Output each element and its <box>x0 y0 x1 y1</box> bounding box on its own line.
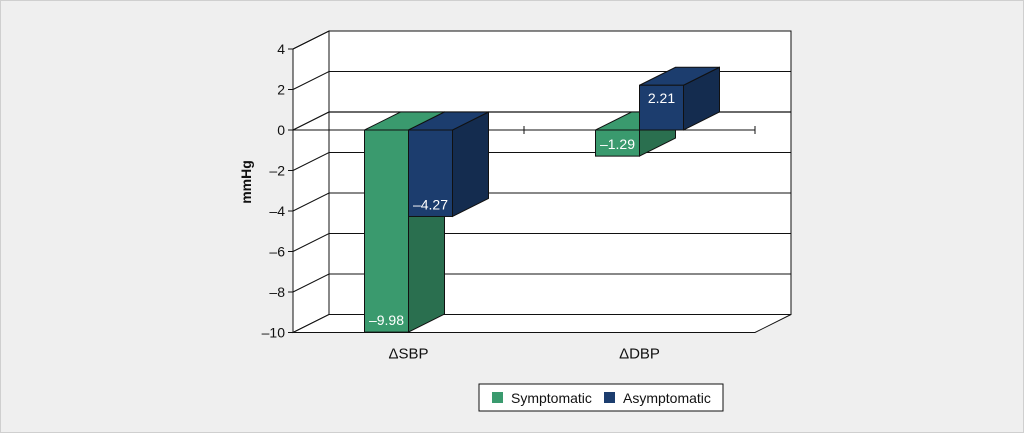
y-axis-label: mmHg <box>238 160 254 204</box>
bar-asymptomatic-0: –4.27 <box>408 111 489 218</box>
legend-label-symptomatic: Symptomatic <box>511 390 592 406</box>
y-tick-label: 2 <box>277 82 285 98</box>
side-wall <box>292 30 330 334</box>
legend-swatch-asymptomatic <box>604 392 615 403</box>
legend: Symptomatic Asymptomatic <box>478 383 724 412</box>
gridline <box>292 192 791 212</box>
y-tick-label: –10 <box>262 325 286 341</box>
data-label: –9.98 <box>369 312 404 328</box>
bar-front-face <box>408 129 453 217</box>
gridline <box>292 30 791 50</box>
data-label: 2.21 <box>648 90 675 106</box>
legend-swatch-symptomatic <box>492 392 503 403</box>
y-tick-label: –4 <box>269 203 285 219</box>
data-label: –1.29 <box>600 136 635 152</box>
y-tick-label: –8 <box>269 284 285 300</box>
gridline <box>292 71 791 90</box>
legend-label-asymptomatic: Asymptomatic <box>623 390 711 406</box>
y-tick-label: 0 <box>277 122 285 138</box>
bar-front-face <box>639 84 684 131</box>
legend-box <box>478 383 724 412</box>
bar-front-face <box>595 129 640 157</box>
gridline <box>292 273 791 293</box>
x-tick-label: ΔDBP <box>619 346 660 363</box>
y-tick-label: –6 <box>269 244 285 260</box>
bar-front-face <box>364 129 409 333</box>
y-tick-label: 4 <box>277 41 285 57</box>
gridline <box>292 233 791 252</box>
x-tick-label: ΔSBP <box>388 346 428 363</box>
data-label: –4.27 <box>413 196 448 212</box>
y-tick-label: –2 <box>269 163 285 179</box>
bar-asymptomatic-1: 2.21 <box>639 66 720 131</box>
